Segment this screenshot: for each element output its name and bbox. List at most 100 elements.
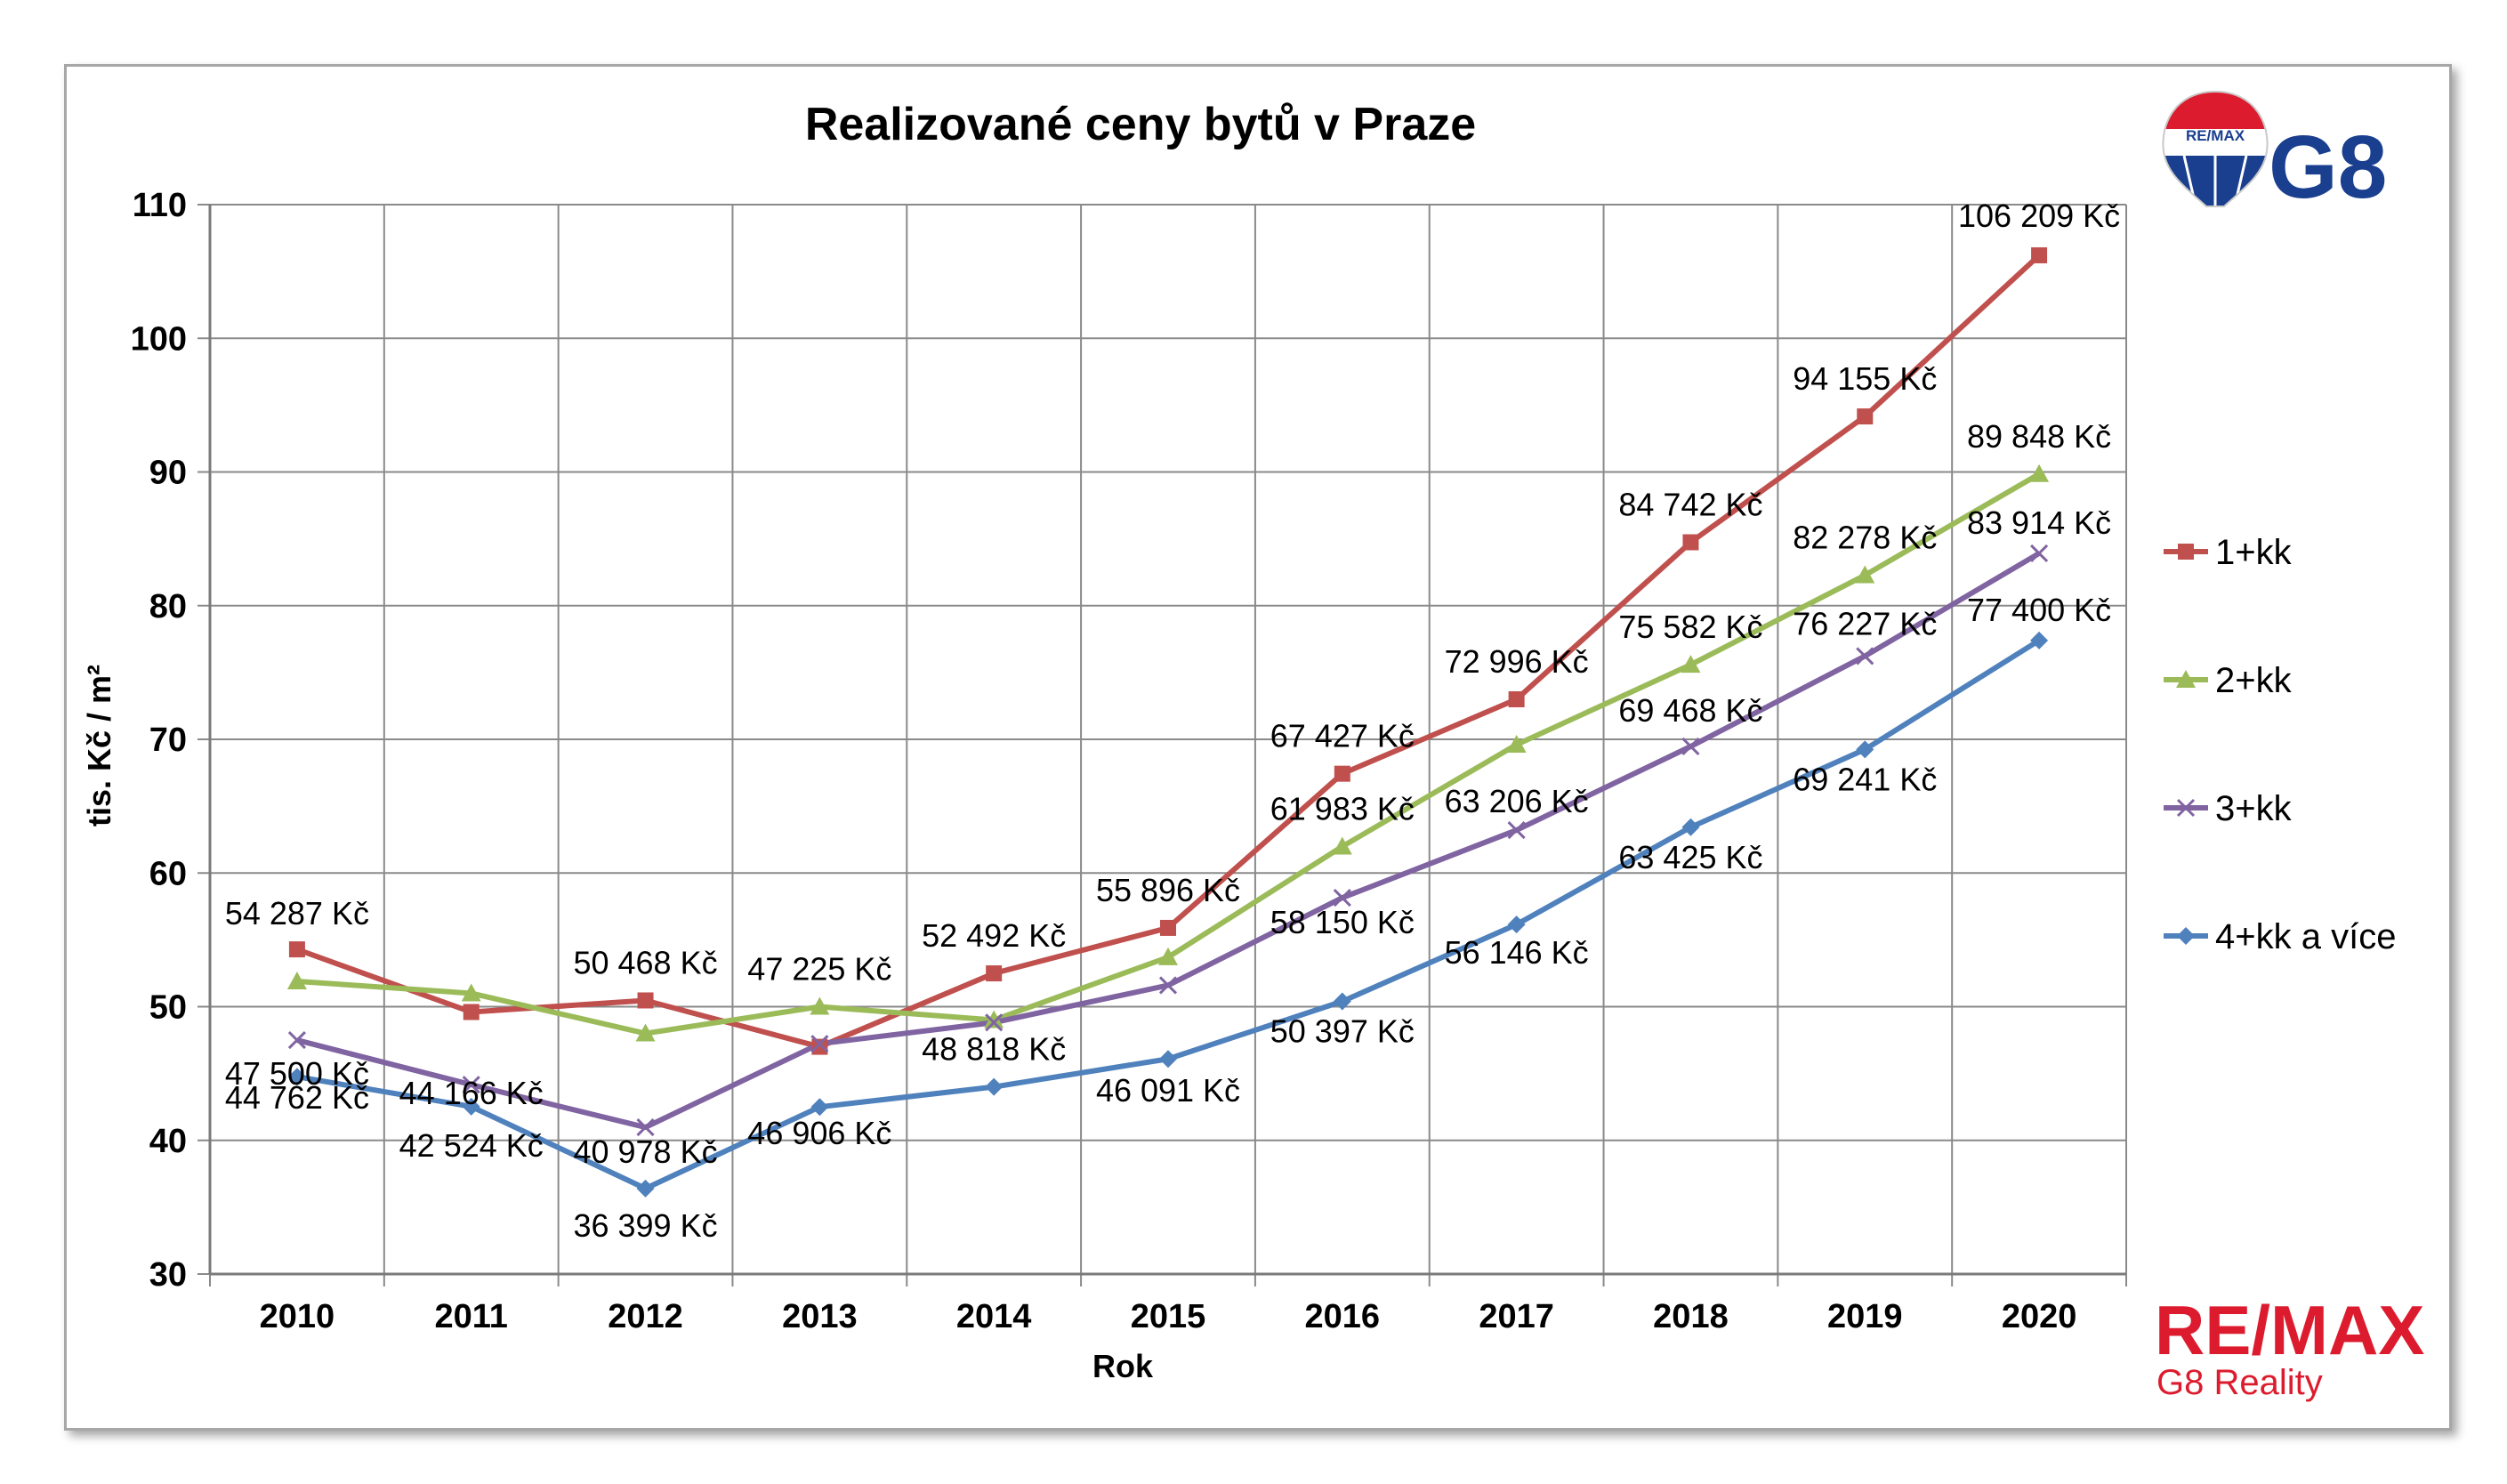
data-point (1333, 888, 1351, 907)
data-point (288, 941, 305, 958)
marker-stroke (2176, 798, 2196, 818)
marker-stroke (810, 1035, 829, 1053)
series-markers (286, 246, 2050, 1198)
data-point (985, 1077, 1004, 1096)
data-point (985, 1013, 1004, 1032)
data-label: 42 524 Kč (399, 1127, 544, 1164)
y-tick-label: 70 (149, 722, 187, 759)
marker-stroke (985, 1013, 1004, 1032)
data-point (2031, 246, 2048, 263)
data-label: 77 400 Kč (1967, 592, 2111, 628)
data-label: 50 468 Kč (573, 944, 717, 980)
grid (209, 204, 2127, 1275)
legend-label: 3+kk (2215, 789, 2293, 828)
data-label: 69 241 Kč (1793, 761, 1937, 797)
marker-stroke (2030, 544, 2049, 563)
axes: 30 40 50 60 70 80 90 100 110 2010 2011 2012 2013 2014… (131, 187, 2127, 1335)
x-tick-label: 2011 (435, 1298, 508, 1335)
chart-title: Realizované ceny bytů v Praze (805, 99, 1476, 150)
legend-marker (2177, 927, 2195, 945)
y-tick-label: 30 (149, 1256, 187, 1294)
remax-balloon-logo: RE/MAX (2162, 90, 2269, 207)
data-label: 83 914 Kč (1967, 504, 2111, 541)
data-label: 52 492 Kč (922, 917, 1066, 954)
legend-marker (2176, 670, 2196, 688)
marker-stroke (1681, 737, 1700, 756)
data-point (1160, 919, 1176, 936)
data-point (1508, 690, 1525, 707)
data-point (1857, 408, 1874, 425)
data-label: 75 582 Kč (1618, 609, 1762, 645)
g8-logo-text: G8 (2269, 117, 2387, 217)
data-labels: 54 287 Kč 50 468 Kč 52 492 Kč 55 896 Kč 67 4… (225, 198, 2120, 1244)
data-point (1159, 1050, 1177, 1069)
y-tick-label: 110 (133, 187, 187, 224)
marker-stroke (1856, 647, 1874, 665)
data-point (463, 1004, 480, 1020)
data-point (1681, 655, 1701, 673)
data-point (2030, 544, 2049, 563)
data-label: 67 427 Kč (1270, 718, 1415, 754)
y-tick-label: 40 (149, 1123, 187, 1160)
data-label: 76 227 Kč (1793, 605, 1937, 641)
data-label: 61 983 Kč (1270, 790, 1415, 827)
remax-subtext: G8 Reality (2156, 1363, 2323, 1402)
y-tick-label: 60 (149, 855, 187, 892)
data-point (811, 1038, 828, 1055)
y-axis-title: tis. Kč / m² (81, 665, 117, 827)
data-point (462, 1097, 480, 1116)
x-tick-label: 2018 (1653, 1298, 1729, 1335)
x-tick-label: 2012 (608, 1298, 683, 1335)
data-label: 82 278 Kč (1793, 520, 1937, 556)
data-point (986, 965, 1003, 982)
data-point (1856, 740, 1874, 759)
data-point (1856, 647, 1874, 665)
data-label: 48 818 Kč (922, 1030, 1066, 1067)
data-label: 47 500 Kč (225, 1055, 369, 1092)
data-point (1506, 735, 1527, 754)
data-label: 63 425 Kč (1618, 839, 1762, 875)
data-label: 44 762 Kč (225, 1079, 369, 1116)
data-point (287, 1031, 306, 1050)
data-label: 50 397 Kč (1270, 1013, 1415, 1050)
y-tick-label: 80 (149, 588, 187, 625)
y-tick-label: 50 (149, 989, 187, 1027)
data-label: 89 848 Kč (1967, 418, 2111, 455)
x-tick-label: 2020 (2002, 1298, 2077, 1335)
x-tick-label: 2016 (1305, 1298, 1381, 1335)
data-label: 69 468 Kč (1618, 692, 1762, 729)
x-tick-label: 2010 (260, 1298, 335, 1335)
data-label: 44 166 Kč (399, 1075, 544, 1111)
data-label: 40 978 Kč (573, 1133, 717, 1170)
data-point (1507, 915, 1526, 934)
data-point (461, 983, 481, 1002)
legend-label: 4+kk a více (2215, 917, 2396, 956)
data-label: 55 896 Kč (1096, 872, 1240, 908)
data-point (1507, 821, 1526, 840)
data-point (1681, 737, 1700, 756)
data-point (636, 1117, 655, 1137)
data-point (2030, 631, 2049, 649)
legend: 1+kk 2+kk 3+kk 4+kk a více (2164, 533, 2396, 956)
data-point (1333, 992, 1351, 1011)
data-point (287, 1068, 306, 1086)
legend-marker (2178, 544, 2194, 560)
data-label: 47 225 Kč (747, 951, 891, 988)
marker-stroke (1158, 976, 1178, 995)
marker-stroke (1507, 821, 1526, 840)
data-point (810, 996, 830, 1015)
data-point (1158, 976, 1178, 995)
data-label: 46 906 Kč (747, 1115, 891, 1151)
data-point (1681, 818, 1700, 836)
data-point (2029, 464, 2050, 482)
x-tick-label: 2019 (1827, 1298, 1903, 1335)
data-label: 56 146 Kč (1445, 934, 1589, 971)
x-tick-label: 2013 (782, 1298, 858, 1335)
data-label: 72 996 Kč (1445, 643, 1589, 680)
legend-label: 2+kk (2215, 661, 2293, 700)
data-point (637, 992, 654, 1009)
data-label: 63 206 Kč (1445, 783, 1589, 819)
marker-stroke (287, 1031, 306, 1050)
data-point (1682, 534, 1699, 551)
